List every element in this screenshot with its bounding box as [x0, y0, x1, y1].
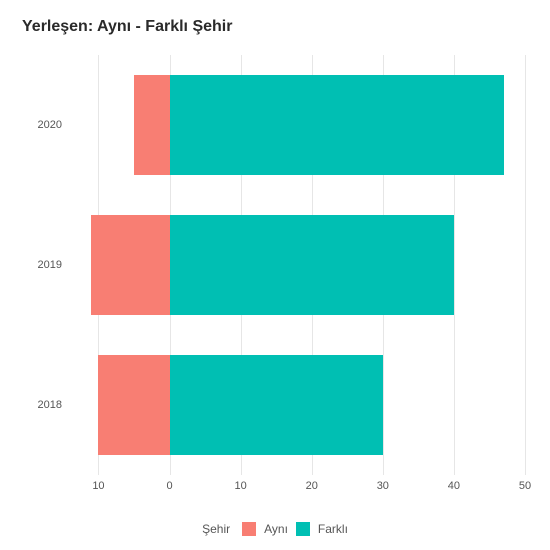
y-tick-label: 2018: [0, 399, 62, 411]
legend-label-ayni: Aynı: [264, 522, 288, 536]
legend-label-farkli: Farklı: [318, 522, 348, 536]
x-tick-label: 50: [519, 480, 531, 492]
bar-farkli-2020: [170, 75, 504, 174]
y-tick-label: 2019: [0, 259, 62, 271]
plot-area: [70, 55, 525, 475]
x-tick-label: 10: [92, 480, 104, 492]
bar-farkli-2019: [170, 215, 454, 314]
chart-title: Yerleşen: Aynı - Farklı Şehir: [22, 18, 232, 36]
x-tick-label: 0: [166, 480, 172, 492]
legend-title: Şehir: [202, 522, 230, 536]
legend-swatch-farkli: [296, 522, 310, 536]
bar-ayni-2019: [91, 215, 169, 314]
x-tick-label: 20: [306, 480, 318, 492]
grid-line: [525, 55, 526, 475]
x-tick-label: 10: [235, 480, 247, 492]
x-tick-label: 30: [377, 480, 389, 492]
legend-swatch-ayni: [242, 522, 256, 536]
bar-ayni-2018: [98, 355, 169, 454]
x-tick-label: 40: [448, 480, 460, 492]
legend: Şehir Aynı Farklı: [0, 522, 550, 536]
bar-farkli-2018: [170, 355, 383, 454]
y-tick-label: 2020: [0, 119, 62, 131]
bar-ayni-2020: [134, 75, 170, 174]
